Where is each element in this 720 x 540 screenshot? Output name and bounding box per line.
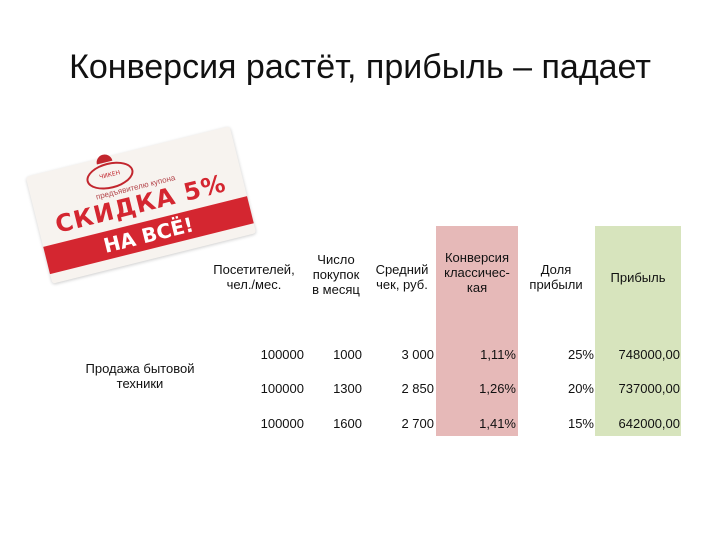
profit-column-highlight: [595, 226, 681, 436]
cell-share: 15%: [567, 416, 594, 431]
cell-purchases: 1000: [333, 347, 362, 362]
cell-conversion: 1,26%: [479, 381, 516, 396]
header-conversion-line2: классичес-: [444, 265, 510, 280]
cell-conversion: 1,11%: [480, 347, 516, 362]
cell-avg-check: 2 700: [401, 416, 434, 431]
cell-purchases: 1600: [333, 416, 362, 431]
header-visitors-line1: Посетителей,: [213, 262, 295, 277]
header-avg-check-line1: Средний: [375, 262, 429, 277]
cell-profit: 737000,00: [618, 381, 680, 396]
header-conversion-line3: кая: [466, 280, 488, 295]
cell-visitors: 100000: [260, 416, 304, 431]
header-purchases-line2: покупок: [312, 267, 360, 282]
conversion-column-highlight: [436, 226, 518, 436]
cell-profit: 642000,00: [618, 416, 680, 431]
header-share-line1: Доля: [540, 262, 572, 277]
header-avg-check: Средний чек, руб.: [362, 262, 442, 292]
header-purchases-line3: в месяц: [312, 282, 360, 297]
header-conversion-line1: Конверсия: [444, 250, 509, 265]
header-profit-share: Доля прибыли: [516, 262, 596, 292]
header-purchases-line1: Число: [317, 252, 355, 267]
cell-purchases: 1300: [333, 381, 362, 396]
cell-share: 20%: [567, 381, 594, 396]
header-profit: Прибыль: [610, 270, 666, 285]
cell-conversion: 1,41%: [479, 416, 516, 431]
row-label-line1: Продажа бытовой: [85, 361, 195, 376]
cell-avg-check: 2 850: [401, 381, 434, 396]
row-label-appliances: Продажа бытовой техники: [60, 361, 220, 391]
header-conversion: Конверсия классичес- кая: [436, 250, 518, 295]
cell-share: 25%: [567, 347, 594, 362]
cell-profit: 748000,00: [618, 347, 680, 362]
header-purchases: Число покупок в месяц: [296, 252, 376, 297]
slide-title: Конверсия растёт, прибыль – падает: [69, 48, 651, 86]
header-share-line2: прибыли: [529, 277, 583, 292]
header-visitors-line2: чел./мес.: [226, 277, 282, 292]
header-visitors: Посетителей, чел./мес.: [204, 262, 304, 292]
discount-coupon-image: ЧИКЕН предъявителю купона СКИДКА 5% НА В…: [25, 126, 257, 284]
cell-visitors: 100000: [260, 347, 304, 362]
row-label-line2: техники: [116, 376, 164, 391]
cell-avg-check: 3 000: [401, 347, 434, 362]
cell-visitors: 100000: [260, 381, 304, 396]
header-avg-check-line2: чек, руб.: [376, 277, 428, 292]
